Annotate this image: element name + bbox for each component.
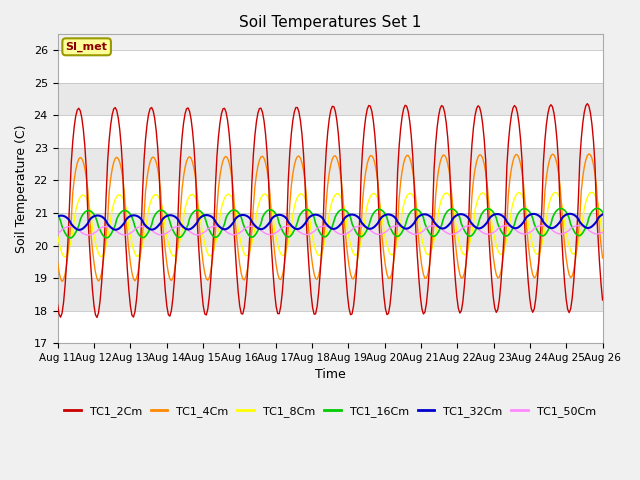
- Bar: [58, 311, 602, 343]
- Bar: [58, 83, 602, 115]
- Y-axis label: Soil Temperature (C): Soil Temperature (C): [15, 124, 28, 253]
- Legend: TC1_2Cm, TC1_4Cm, TC1_8Cm, TC1_16Cm, TC1_32Cm, TC1_50Cm: TC1_2Cm, TC1_4Cm, TC1_8Cm, TC1_16Cm, TC1…: [60, 401, 600, 421]
- Title: Soil Temperatures Set 1: Soil Temperatures Set 1: [239, 15, 421, 30]
- X-axis label: Time: Time: [315, 369, 346, 382]
- Bar: [58, 50, 602, 83]
- Bar: [58, 148, 602, 180]
- Bar: [58, 246, 602, 278]
- Bar: [58, 278, 602, 311]
- Text: SI_met: SI_met: [66, 42, 108, 52]
- Bar: [58, 213, 602, 246]
- Bar: [58, 180, 602, 213]
- Bar: [58, 115, 602, 148]
